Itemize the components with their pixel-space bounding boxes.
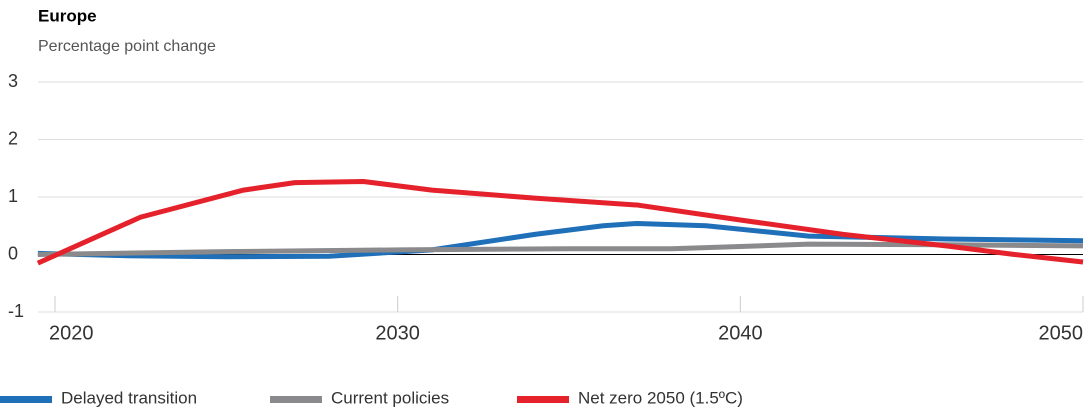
chart-subtitle: Percentage point change [38,38,216,55]
legend-swatch [270,396,322,403]
legend-label: Current policies [331,388,449,407]
line [36,178,1084,266]
y-tick-label: -1 [8,301,24,321]
x-tick-label: 2050 [1039,322,1084,344]
chart-title: Europe [38,6,97,25]
x-tick-label: 2030 [375,322,420,344]
line [37,220,1084,260]
legend-swatch [0,396,52,403]
y-tick-label: 2 [8,128,18,148]
y-tick-label: 3 [8,71,18,91]
legend-label: Delayed transition [61,388,197,407]
legend-label: Net zero 2050 (1.5ºC) [578,388,743,407]
y-tick-label: 1 [8,186,18,206]
x-tick-label: 2040 [718,322,763,344]
legend-swatch [517,396,569,403]
y-tick-label: 0 [8,243,18,263]
x-tick-label: 2020 [49,322,94,344]
